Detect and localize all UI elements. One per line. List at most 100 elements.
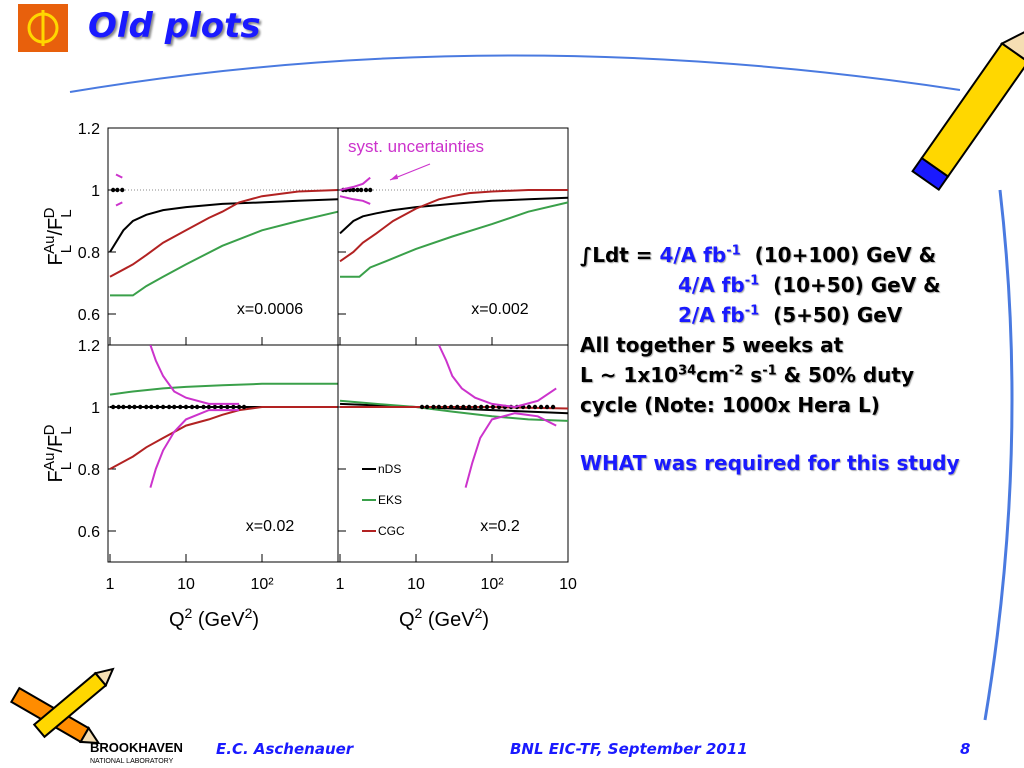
curve [109,382,338,396]
plot-area [339,345,569,488]
legend-label: nDS [378,462,401,476]
data-point [115,187,120,193]
data-point [160,404,166,410]
swoosh [69,54,961,93]
plot-area [109,345,338,488]
data-point [532,404,538,410]
x-axis-label: Q2 (GeV2) [169,605,259,631]
data-point [351,187,356,193]
label-part: L [58,245,75,253]
curve [339,195,371,205]
x-tick-label: 10² [480,576,504,593]
logo-text: BROOKHAVEN [90,740,183,755]
data-point [455,404,460,410]
y-axis-label: FLAu/FLD [41,207,75,265]
data-point [121,404,126,410]
data-point [544,404,550,410]
page-number: 8 [960,740,971,758]
data-point [212,404,218,410]
label-part: D [41,424,58,435]
text: (5+50) GeV [773,303,903,327]
data-point [526,404,532,410]
curve [110,210,339,297]
data-point [442,404,448,410]
text: 2/A fb [678,303,745,327]
text-line: ∫Ldt = 4/A fb-1 (10+100) GeV & [580,240,960,270]
text: & 50% duty [776,363,915,387]
text: -1 [744,303,760,319]
data-point [461,404,466,410]
data-point [206,404,212,410]
curve [339,402,569,415]
swoosh [983,189,1014,721]
curve [109,198,339,253]
label-part: L [58,209,75,217]
panel-label: x=0.0006 [237,301,303,318]
text: ∫Ldt = [580,243,660,267]
curve [339,196,569,235]
body-text: ∫Ldt = 4/A fb-1 (10+100) GeV & 4/A fb-1 … [580,240,960,478]
data-point [127,404,132,410]
data-point [538,404,544,410]
data-point [490,404,496,410]
y-axis-label: FLAu/FLD [41,424,75,482]
data-point [155,404,160,410]
text: 4/A fb [659,243,727,267]
data-point [355,187,360,193]
y-tick-label: 1 [91,183,100,200]
label-part: F [45,470,67,482]
data-point [368,187,373,193]
panel-label: x=0.002 [471,301,528,318]
data-point [363,187,369,193]
label-part: L [58,462,75,470]
curve [109,189,339,278]
y-tick-label: 0.8 [78,462,100,479]
plot-area [109,173,339,297]
text: s [743,363,763,387]
data-point [472,404,478,410]
panel-frame [107,127,339,346]
data-point [189,404,195,410]
data-point [166,404,172,410]
data-point [419,404,425,410]
curve [115,201,123,207]
data-point [225,404,230,410]
text-line: 2/A fb-1 (5+50) GeV [580,300,960,330]
curve [339,399,569,422]
curve [149,345,240,405]
footer-author: E.C. Aschenauer [216,740,354,758]
annotation: syst. uncertainties [348,137,484,156]
text: -1 [744,273,760,289]
curve [109,406,338,470]
data-point [172,404,177,410]
data-point [424,404,430,410]
data-point [478,404,484,410]
data-point [431,404,436,410]
x-tick-label: 1 [106,576,115,593]
data-point [484,404,490,410]
text: (10+100) GeV & [754,243,937,267]
curve [339,189,568,263]
label-part: Q [399,609,415,631]
text: WHAT was required for this study [580,451,960,475]
data-point [448,404,454,410]
plot-area [339,176,569,278]
data-point [149,404,154,410]
data-point [358,187,364,193]
text: All together 5 weeks at [580,333,844,357]
text: cycle (Note: 1000x Hera L) [580,393,880,417]
y-tick-label: 0.6 [78,307,100,324]
data-point [466,404,472,410]
panel-frame [337,344,569,563]
x-tick-label: 10² [250,576,274,593]
curve [464,412,557,488]
data-point [194,404,200,410]
arrow-head [390,174,398,180]
curve [437,345,557,409]
text-line: cycle (Note: 1000x Hera L) [580,390,960,420]
data-point [236,404,242,410]
x-tick-label: 10 [177,576,195,593]
label-part: 2 [185,605,193,621]
